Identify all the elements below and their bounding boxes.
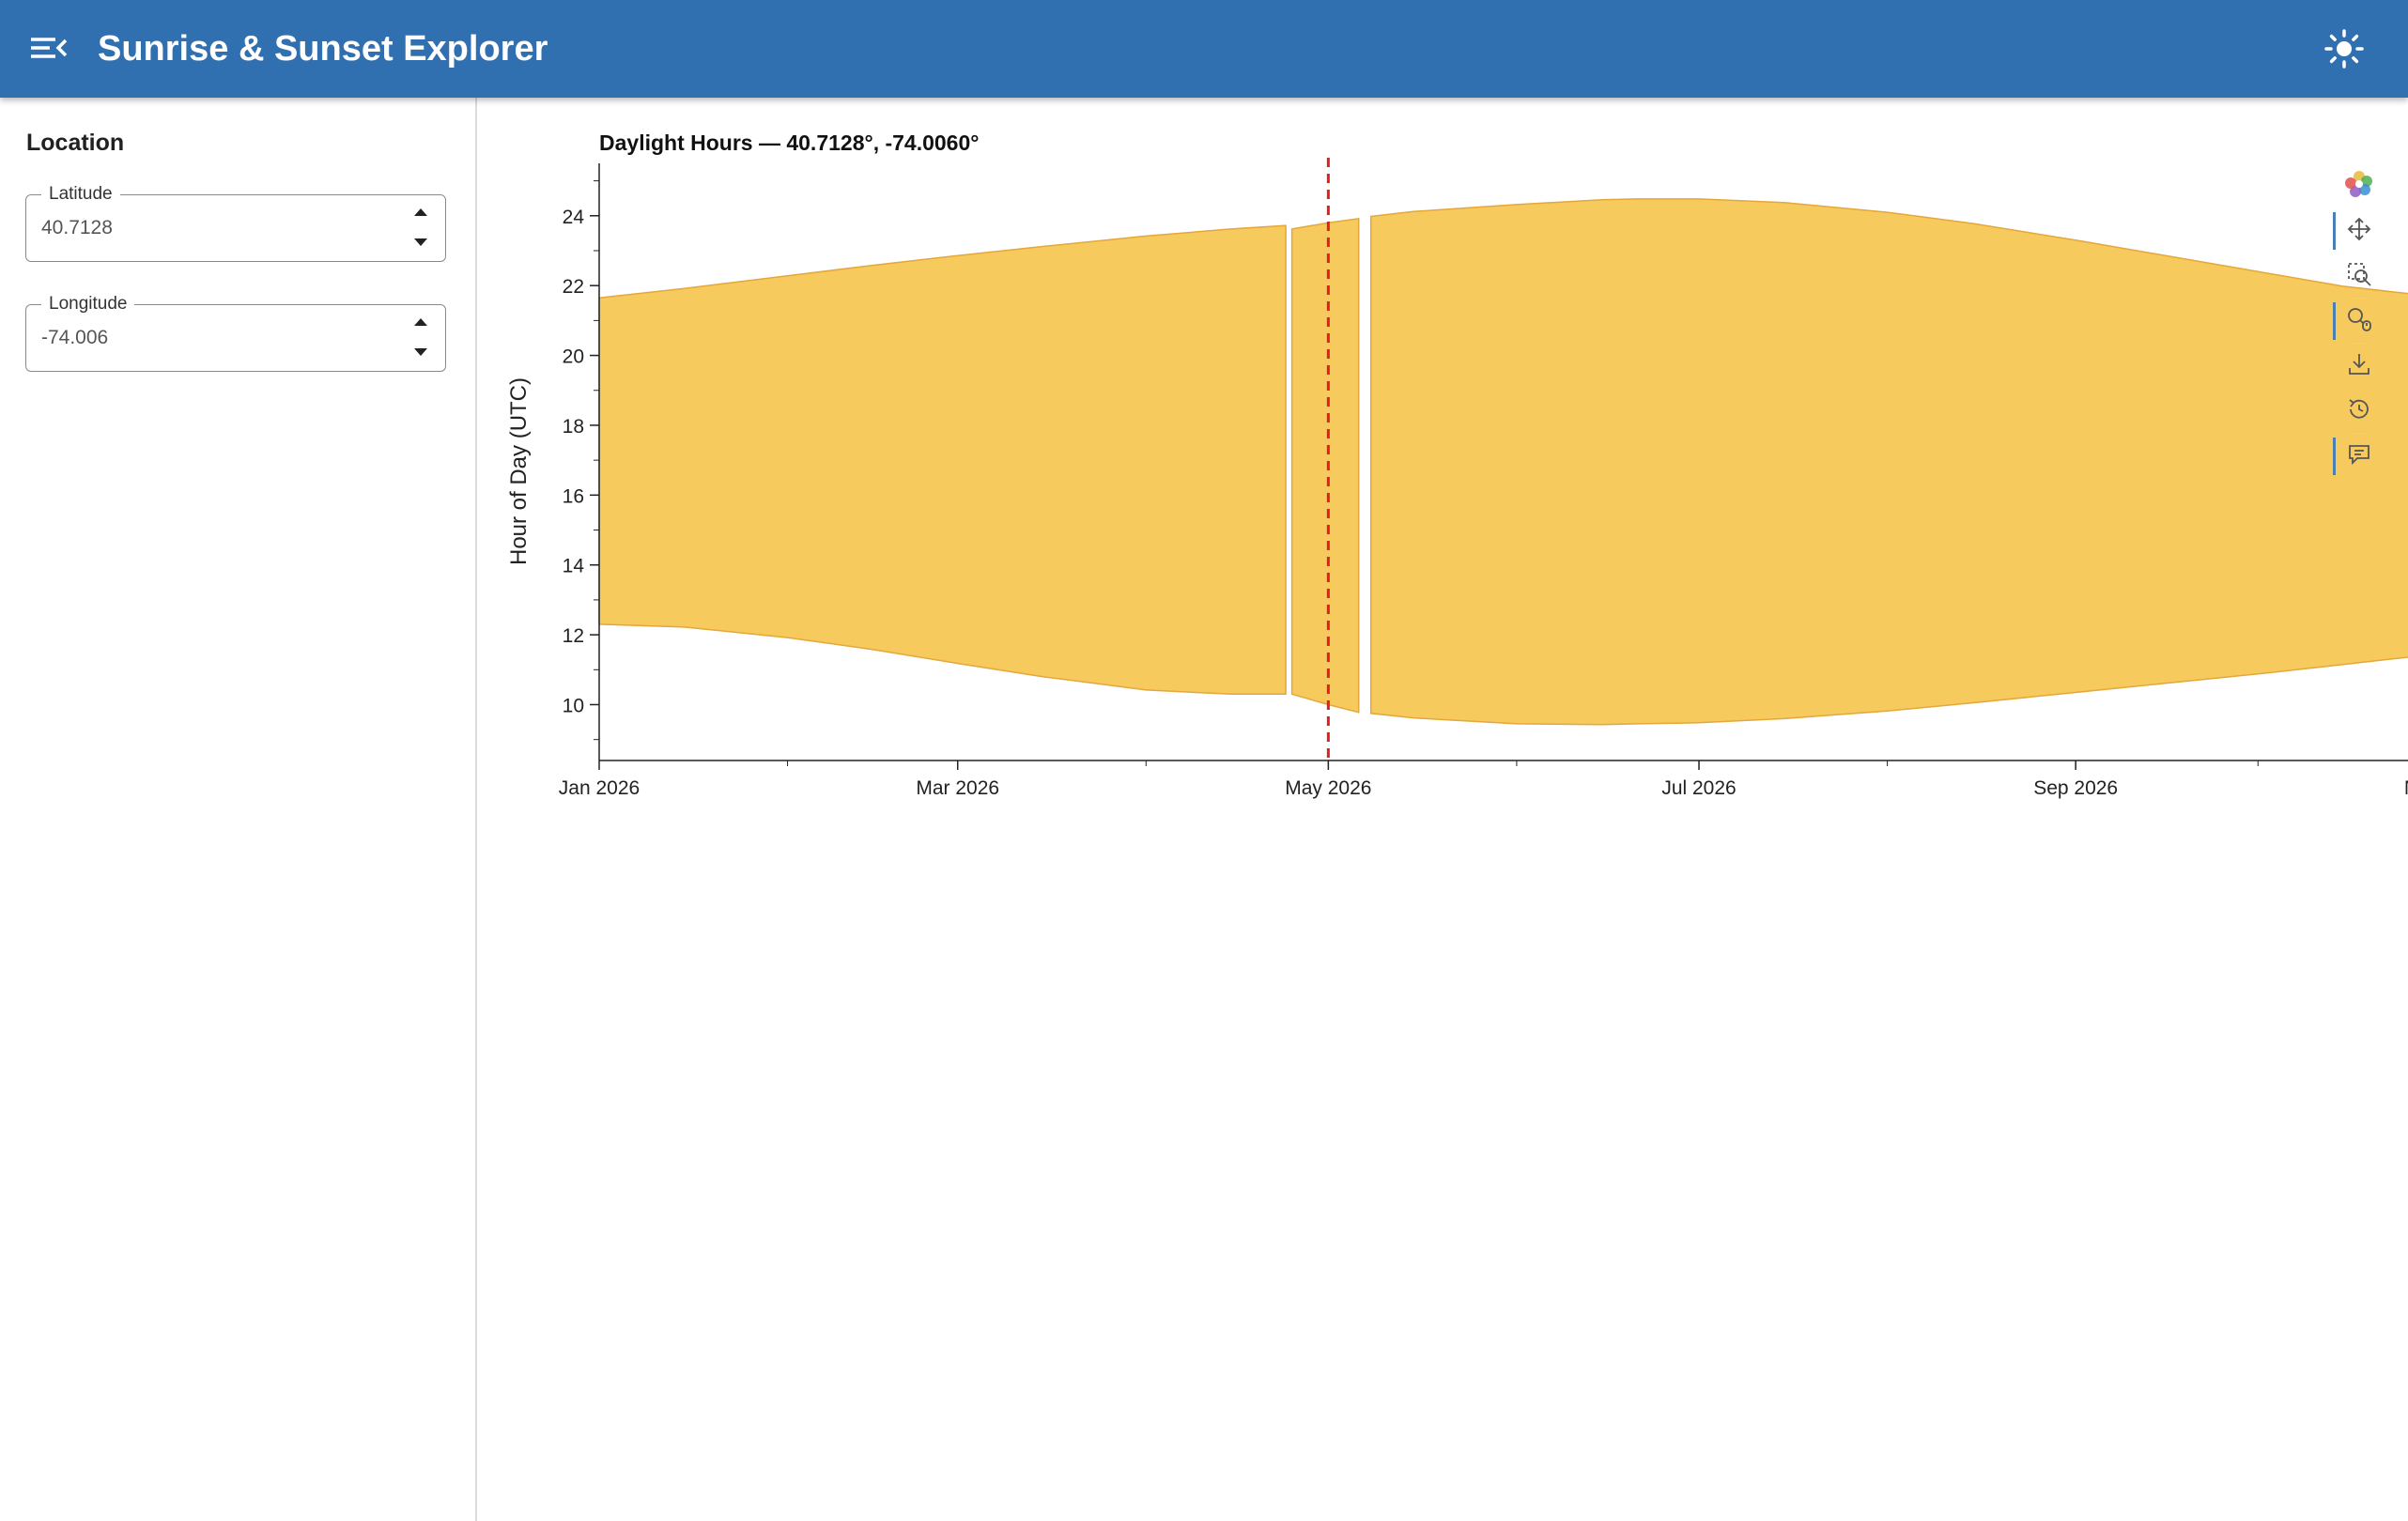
latitude-field: Latitude: [25, 182, 446, 262]
location-section-title: Location: [26, 130, 125, 156]
y-axis-label: Hour of Day (UTC): [506, 377, 532, 565]
latitude-decrement-icon[interactable]: [409, 235, 432, 250]
app-title: Sunrise & Sunset Explorer: [98, 29, 548, 69]
longitude-increment-icon[interactable]: [409, 315, 432, 330]
latitude-increment-icon[interactable]: [409, 205, 432, 220]
hover-icon[interactable]: [2333, 436, 2385, 475]
sun-icon[interactable]: [2316, 21, 2372, 77]
toolbar-divider: [2348, 298, 2370, 299]
daylight-band-1: [598, 224, 1287, 696]
chart-panel: 10 12 14 16 18 20 22 24 Jan 2026 Mar 2026 May 2026…: [477, 98, 2408, 1521]
y-tick-label: 14: [563, 556, 585, 577]
y-tick-label: 22: [563, 276, 584, 298]
bokeh-logo-icon[interactable]: [2333, 165, 2385, 203]
longitude-decrement-icon[interactable]: [409, 345, 432, 360]
toolbar-divider: [2348, 343, 2370, 344]
wheel-zoom-icon[interactable]: [2333, 300, 2385, 340]
box-zoom-icon[interactable]: [2333, 255, 2385, 293]
x-tick-label: Mar 2026: [916, 777, 999, 799]
longitude-label: Longitude: [41, 292, 135, 316]
save-icon[interactable]: [2333, 346, 2385, 383]
chart-toolbar: [2333, 165, 2385, 484]
y-tick-label: 12: [563, 625, 584, 647]
toolbar-divider: [2348, 433, 2370, 434]
latitude-label: Latitude: [41, 182, 120, 207]
menu-open-icon[interactable]: [21, 21, 77, 77]
y-tick-label: 16: [563, 485, 584, 507]
sidebar: Location Latitude Longitude: [0, 98, 477, 1521]
x-tick-label: Jan 2026: [559, 777, 640, 799]
pan-icon[interactable]: [2333, 210, 2385, 250]
y-tick-label: 20: [563, 346, 584, 368]
latitude-input[interactable]: [41, 212, 379, 244]
chart-title: Daylight Hours — 40.7128°, -74.0060°: [599, 131, 979, 155]
y-tick-label: 10: [563, 695, 584, 716]
daylight-chart[interactable]: 10 12 14 16 18 20 22 24 Jan 2026 Mar 2026 May 2026…: [477, 98, 2408, 1521]
daylight-band-2: [1290, 217, 1360, 714]
y-tick-label: 24: [563, 207, 585, 228]
x-tick-label: Jul 2026: [1661, 777, 1736, 799]
x-tick-label: Nov 2026: [2404, 777, 2408, 799]
daylight-band-3: [1369, 198, 2408, 726]
longitude-field: Longitude: [25, 292, 446, 372]
reset-icon[interactable]: [2333, 391, 2385, 428]
x-tick-label: Sep 2026: [2033, 777, 2118, 799]
y-tick-label: 18: [563, 416, 584, 438]
app-bar: Sunrise & Sunset Explorer: [0, 0, 2408, 98]
x-tick-label: May 2026: [1285, 777, 1371, 799]
longitude-input[interactable]: [41, 322, 379, 354]
